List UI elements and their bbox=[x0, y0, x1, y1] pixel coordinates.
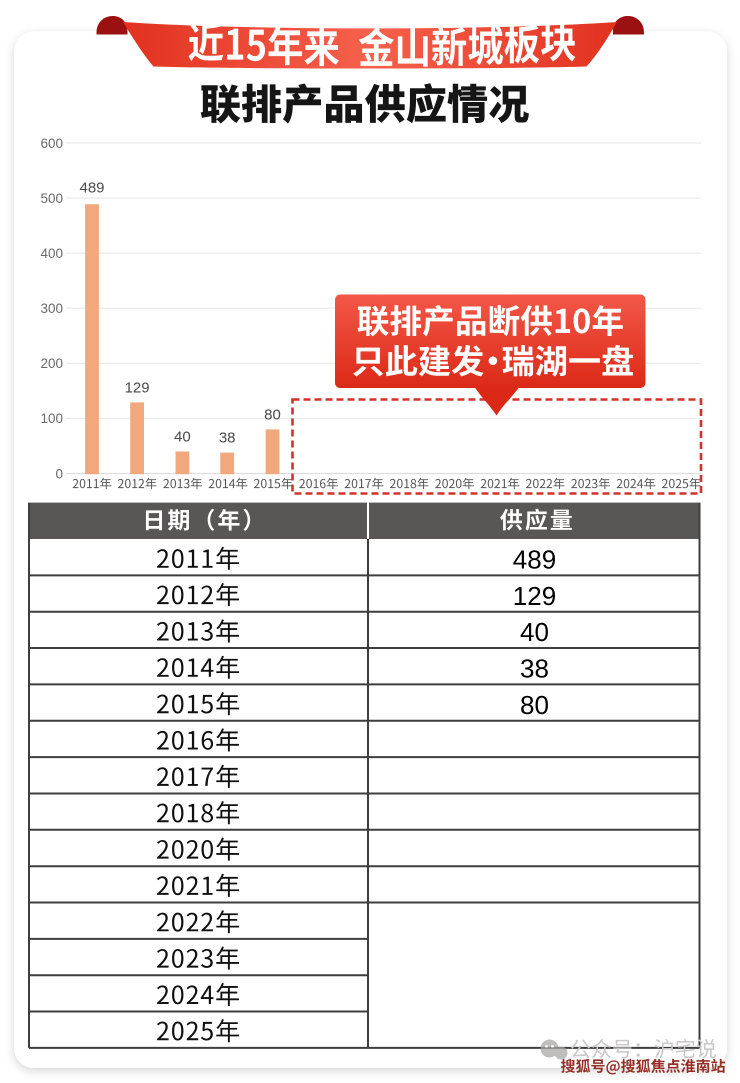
svg-text:129: 129 bbox=[125, 379, 150, 396]
svg-text:80: 80 bbox=[264, 406, 281, 423]
svg-text:400: 400 bbox=[40, 246, 63, 261]
svg-text:40: 40 bbox=[520, 617, 549, 647]
svg-text:500: 500 bbox=[40, 191, 63, 206]
svg-text:129: 129 bbox=[513, 581, 556, 611]
svg-text:100: 100 bbox=[40, 411, 63, 426]
svg-text:38: 38 bbox=[520, 654, 549, 684]
svg-text:600: 600 bbox=[40, 136, 63, 151]
svg-text:0: 0 bbox=[55, 466, 63, 481]
svg-text:40: 40 bbox=[174, 428, 191, 445]
svg-text:300: 300 bbox=[40, 301, 63, 316]
svg-text:38: 38 bbox=[219, 430, 236, 447]
svg-text:200: 200 bbox=[40, 356, 63, 371]
svg-text:80: 80 bbox=[520, 690, 549, 720]
svg-text:489: 489 bbox=[79, 179, 104, 196]
svg-text:489: 489 bbox=[513, 545, 556, 575]
